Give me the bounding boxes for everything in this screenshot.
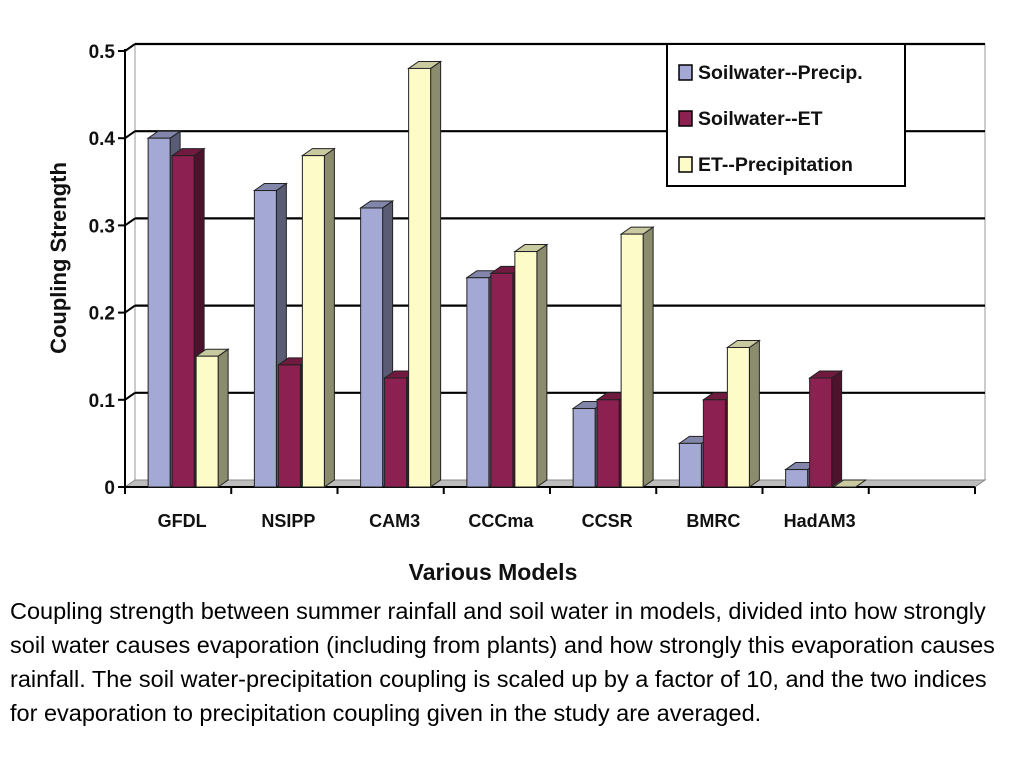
- bar-front: [572, 408, 596, 488]
- bar-side: [642, 226, 654, 488]
- bar-side: [323, 147, 335, 488]
- y-tick-label: 0.2: [89, 304, 115, 325]
- y-tick-label: 0.4: [89, 129, 116, 150]
- x-tick-label: CAM3: [369, 511, 420, 531]
- bar: [300, 147, 336, 488]
- bar: [808, 370, 844, 488]
- grid-line: [124, 304, 136, 314]
- x-tick-label: BMRC: [686, 511, 740, 531]
- bar: [832, 479, 868, 488]
- grid-line: [124, 43, 136, 52]
- legend: Soilwater--Precip. Soilwater--ET ET--Preci…: [666, 43, 906, 187]
- bar-front: [384, 377, 408, 488]
- bar-front: [195, 355, 219, 488]
- bar-front: [785, 469, 809, 488]
- bar-front: [490, 272, 514, 488]
- bar: [725, 339, 761, 488]
- bar: [619, 226, 655, 488]
- bar-front: [809, 377, 833, 488]
- grid-line: [124, 130, 136, 140]
- bar-side: [748, 339, 760, 488]
- x-tick-label: GFDL: [158, 511, 207, 531]
- bar-side: [430, 60, 442, 488]
- bar-front: [702, 399, 726, 488]
- bar-front: [253, 190, 277, 488]
- bar-top: [832, 479, 868, 488]
- bar-front: [466, 277, 490, 488]
- bar-side: [536, 243, 548, 488]
- x-tick-label: NSIPP: [261, 511, 315, 531]
- bar-front: [277, 364, 301, 488]
- bar: [359, 199, 395, 488]
- legend-label: Soilwater--ET: [698, 108, 823, 130]
- grid-line: [124, 217, 136, 227]
- coupling-strength-chart: 0 0.1 0.2 0.3 0.4 0.5 GFDL NSIPP CAM3 CCCma CCSR BM…: [46, 42, 987, 585]
- tick-labels: 0 0.1 0.2 0.3 0.4 0.5 GFDL NSIPP CAM3 CCCma CCSR BM…: [89, 42, 856, 531]
- bar-side: [217, 348, 229, 488]
- legend-label: Soilwater--Precip.: [698, 62, 863, 84]
- x-axis-label: Various Models: [409, 559, 578, 585]
- bar: [513, 243, 549, 488]
- bar-front: [726, 346, 750, 488]
- legend-swatch: [678, 64, 693, 81]
- y-tick-label: 0.1: [89, 391, 116, 412]
- y-tick-label: 0: [104, 478, 115, 499]
- figure-caption: Coupling strength between summer rainfal…: [10, 598, 995, 726]
- legend-label: ET--Precipitation: [698, 154, 853, 176]
- y-tick-label: 0.5: [89, 42, 116, 63]
- bar-front: [301, 155, 325, 488]
- bar-front: [360, 207, 384, 488]
- x-tick-label: CCSR: [582, 511, 633, 531]
- x-tick-label: HadAM3: [784, 511, 856, 531]
- bar: [194, 348, 230, 488]
- y-axis-label: Coupling Strength: [46, 162, 71, 354]
- x-tick-label: CCCma: [468, 511, 534, 531]
- y-tick-label: 0.3: [89, 216, 115, 237]
- bar-front: [514, 251, 538, 488]
- legend-swatch: [678, 156, 693, 173]
- bars: [146, 60, 868, 488]
- bar: [407, 60, 443, 488]
- bar-side: [831, 370, 843, 488]
- bar-front: [408, 67, 432, 488]
- legend-box: [666, 43, 906, 187]
- grid-line: [124, 391, 136, 401]
- bar-front: [678, 442, 702, 488]
- bar-front: [147, 137, 171, 488]
- bar-front: [171, 155, 195, 488]
- bar-front: [620, 233, 644, 488]
- bar-front: [596, 399, 620, 488]
- legend-swatch: [678, 110, 693, 127]
